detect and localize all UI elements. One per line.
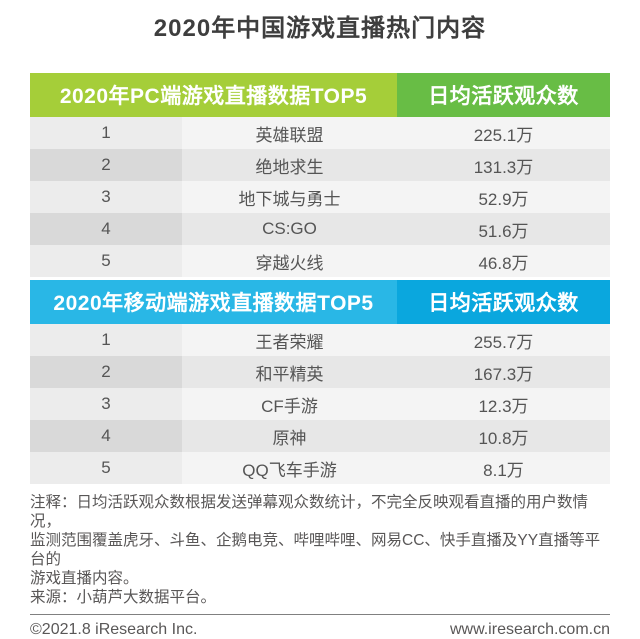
value-cell: 10.8万	[397, 420, 610, 452]
page-title: 2020年中国游戏直播热门内容	[153, 15, 487, 42]
rank-cell: 5	[30, 452, 182, 484]
table-row: 5 QQ飞车手游 8.1万	[30, 452, 610, 484]
value-cell: 51.6万	[397, 213, 610, 245]
website-url: www.iresearch.com.cn	[449, 621, 610, 638]
value-cell: 8.1万	[397, 452, 610, 484]
game-name-cell: 地下城与勇士	[182, 181, 397, 213]
table-row: 5 穿越火线 46.8万	[30, 245, 610, 277]
pc-table-header: 2020年PC端游戏直播数据TOP5 日均活跃观众数	[30, 73, 610, 117]
table-row: 1 英雄联盟 225.1万	[30, 117, 610, 149]
game-name-cell: 原神	[182, 420, 397, 452]
table-row: 3 CF手游 12.3万	[30, 388, 610, 420]
mobile-table-header: 2020年移动端游戏直播数据TOP5 日均活跃观众数	[30, 280, 610, 324]
mobile-table-header-title: 2020年移动端游戏直播数据TOP5	[30, 280, 397, 324]
rank-cell: 3	[30, 181, 182, 213]
game-name-cell: CS:GO	[182, 213, 397, 245]
rank-cell: 1	[30, 324, 182, 356]
game-name-cell: 英雄联盟	[182, 117, 397, 149]
footer-divider	[30, 614, 610, 615]
table-row: 2 和平精英 167.3万	[30, 356, 610, 388]
game-name-cell: QQ飞车手游	[182, 452, 397, 484]
value-cell: 131.3万	[397, 149, 610, 181]
table-row: 2 绝地求生 131.3万	[30, 149, 610, 181]
mobile-table-header-metric: 日均活跃观众数	[397, 280, 610, 324]
source-note: 来源：小葫芦大数据平台。	[30, 589, 217, 606]
rank-cell: 2	[30, 356, 182, 388]
value-cell: 225.1万	[397, 117, 610, 149]
rank-cell: 2	[30, 149, 182, 181]
footnote: 注释：日均活跃观众数根据发送弹幕观众数统计，不完全反映观看直播的用户数情况， 监…	[30, 494, 601, 587]
rank-cell: 1	[30, 117, 182, 149]
table-row: 4 CS:GO 51.6万	[30, 213, 610, 245]
table-row: 3 地下城与勇士 52.9万	[30, 181, 610, 213]
game-name-cell: 绝地求生	[182, 149, 397, 181]
game-name-cell: CF手游	[182, 388, 397, 420]
game-name-cell: 和平精英	[182, 356, 397, 388]
infographic-page: 2020年中国游戏直播热门内容 2020年PC端游戏直播数据TOP5 日均活跃观…	[0, 12, 640, 638]
rank-cell: 5	[30, 245, 182, 277]
pc-table-header-metric: 日均活跃观众数	[397, 73, 610, 117]
rank-cell: 4	[30, 420, 182, 452]
copyright-text: ©2021.8 iResearch Inc.	[30, 621, 198, 638]
table-row: 4 原神 10.8万	[30, 420, 610, 452]
value-cell: 12.3万	[397, 388, 610, 420]
value-cell: 167.3万	[397, 356, 610, 388]
value-cell: 46.8万	[397, 245, 610, 277]
table-row: 1 王者荣耀 255.7万	[30, 324, 610, 356]
rank-cell: 3	[30, 388, 182, 420]
value-cell: 255.7万	[397, 324, 610, 356]
mobile-table: 2020年移动端游戏直播数据TOP5 日均活跃观众数 1 王者荣耀 255.7万…	[30, 280, 610, 484]
value-cell: 52.9万	[397, 181, 610, 213]
footer: ©2021.8 iResearch Inc. www.iresearch.com…	[30, 621, 610, 639]
game-name-cell: 穿越火线	[182, 245, 397, 277]
pc-table-header-title: 2020年PC端游戏直播数据TOP5	[30, 73, 397, 117]
pc-table: 2020年PC端游戏直播数据TOP5 日均活跃观众数 1 英雄联盟 225.1万…	[30, 73, 610, 277]
game-name-cell: 王者荣耀	[182, 324, 397, 356]
rank-cell: 4	[30, 213, 182, 245]
